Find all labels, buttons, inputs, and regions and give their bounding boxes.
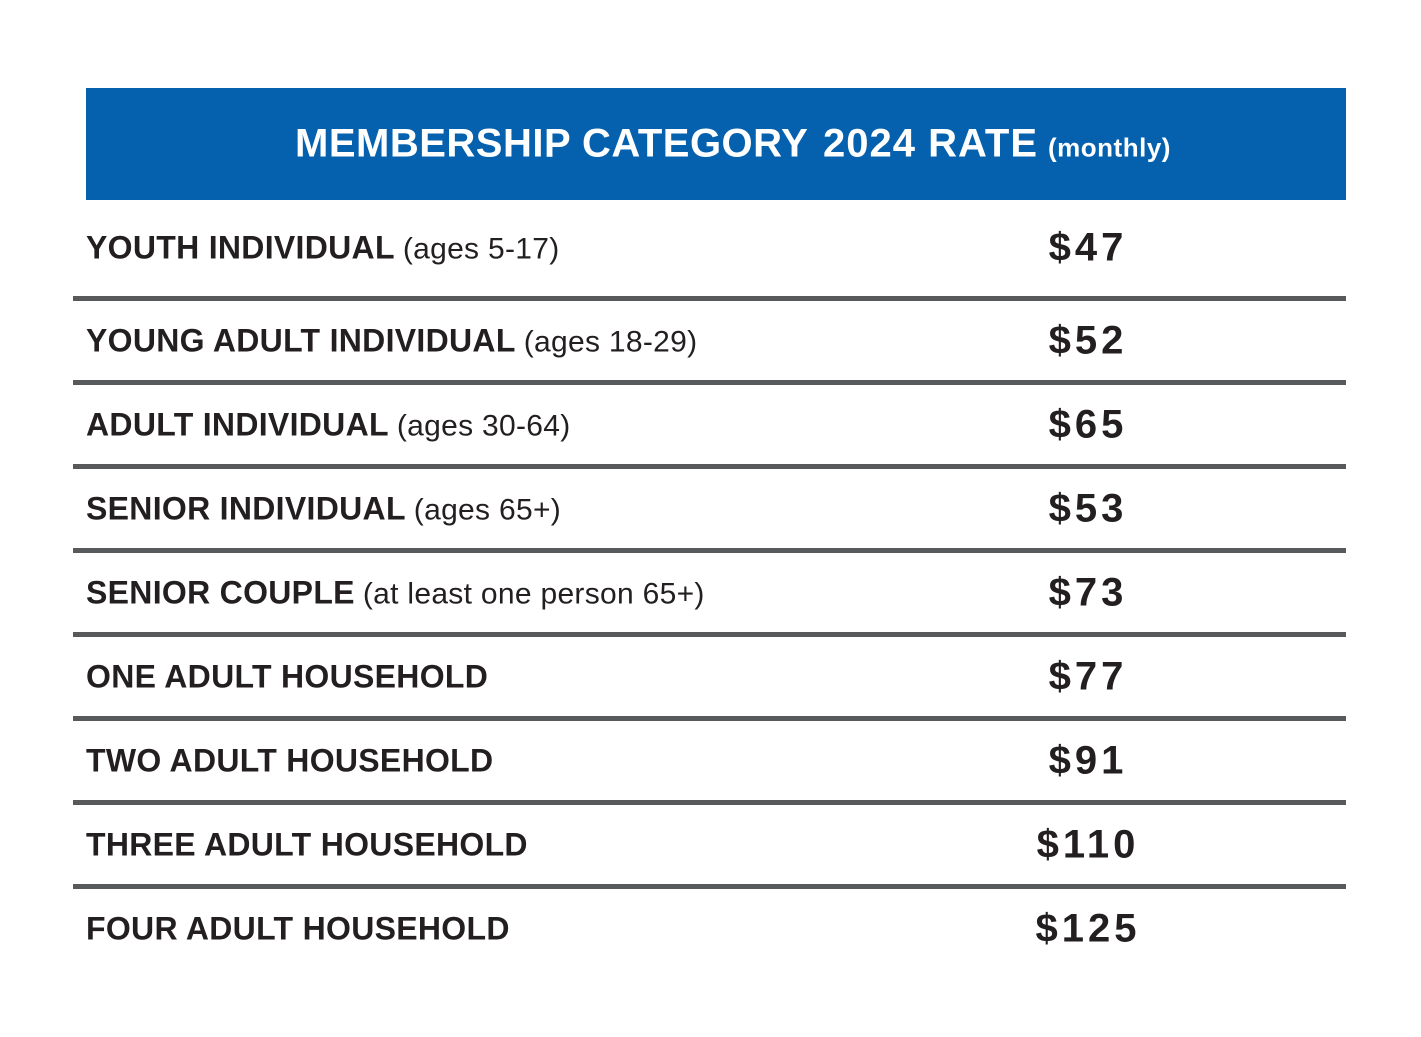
rate-value: $53 — [1048, 486, 1128, 530]
category-detail: (ages 5-17) — [402, 232, 560, 266]
rate-value: $110 — [1036, 822, 1140, 866]
rate-value: $125 — [1035, 906, 1141, 951]
category-name: THREE ADULT HOUSEHOLD — [86, 826, 528, 862]
category-name: ONE ADULT HOUSEHOLD — [86, 658, 489, 694]
rate-column-header: 2024 RATE (monthly) — [823, 122, 1171, 167]
table-row: ADULT INDIVIDUAL (ages 30-64) $65 — [73, 385, 1346, 469]
table-row: SENIOR INDIVIDUAL (ages 65+) $53 — [73, 469, 1346, 553]
table-row: YOUTH INDIVIDUAL (ages 5-17) $47 — [73, 200, 1346, 301]
category-name: YOUTH INDIVIDUAL — [86, 229, 395, 266]
table-row: SENIOR COUPLE (at least one person 65+) $… — [73, 553, 1346, 637]
category-name: ADULT INDIVIDUAL — [86, 406, 389, 442]
category-detail: (ages 18-29) — [523, 325, 698, 358]
rate-value: $77 — [1048, 654, 1128, 698]
table-row: THREE ADULT HOUSEHOLD $110 — [73, 805, 1346, 889]
category-cell: ONE ADULT HOUSEHOLD — [86, 658, 496, 695]
table-row: YOUNG ADULT INDIVIDUAL (ages 18-29) $52 — [73, 301, 1346, 385]
category-cell: TWO ADULT HOUSEHOLD — [86, 742, 501, 779]
category-cell: FOUR ADULT HOUSEHOLD — [86, 911, 518, 948]
table-row: ONE ADULT HOUSEHOLD $77 — [73, 637, 1346, 721]
category-cell: THREE ADULT HOUSEHOLD — [86, 826, 536, 863]
category-name: SENIOR COUPLE — [86, 574, 355, 610]
category-column-header: MEMBERSHIP CATEGORY — [295, 121, 809, 166]
category-cell: YOUTH INDIVIDUAL (ages 5-17) — [86, 230, 560, 267]
rates-table: YOUTH INDIVIDUAL (ages 5-17) $47 YOUNG AD… — [73, 200, 1346, 969]
rate-value: $65 — [1048, 402, 1128, 446]
rate-value: $73 — [1048, 570, 1128, 614]
category-detail: (ages 65+) — [413, 493, 562, 526]
rate-value: $47 — [1048, 225, 1128, 270]
table-row: TWO ADULT HOUSEHOLD $91 — [73, 721, 1346, 805]
category-name: YOUNG ADULT INDIVIDUAL — [86, 322, 516, 358]
category-detail: (ages 30-64) — [396, 409, 571, 442]
category-cell: ADULT INDIVIDUAL (ages 30-64) — [86, 406, 571, 443]
rate-value: $91 — [1048, 738, 1128, 782]
table-row: FOUR ADULT HOUSEHOLD $125 — [73, 889, 1346, 969]
category-name: TWO ADULT HOUSEHOLD — [86, 742, 494, 778]
rate-header-label: 2024 RATE — [823, 121, 1039, 166]
category-name: FOUR ADULT HOUSEHOLD — [86, 910, 510, 947]
rate-header-qualifier: (monthly) — [1048, 132, 1171, 163]
category-name: SENIOR INDIVIDUAL — [86, 490, 406, 526]
rate-value: $52 — [1048, 318, 1128, 362]
category-cell: SENIOR INDIVIDUAL (ages 65+) — [86, 490, 561, 527]
category-cell: YOUNG ADULT INDIVIDUAL (ages 18-29) — [86, 322, 697, 359]
category-detail: (at least one person 65+) — [362, 577, 705, 610]
category-cell: SENIOR COUPLE (at least one person 65+) — [86, 574, 705, 611]
table-header-bar: MEMBERSHIP CATEGORY 2024 RATE (monthly) — [86, 88, 1346, 200]
